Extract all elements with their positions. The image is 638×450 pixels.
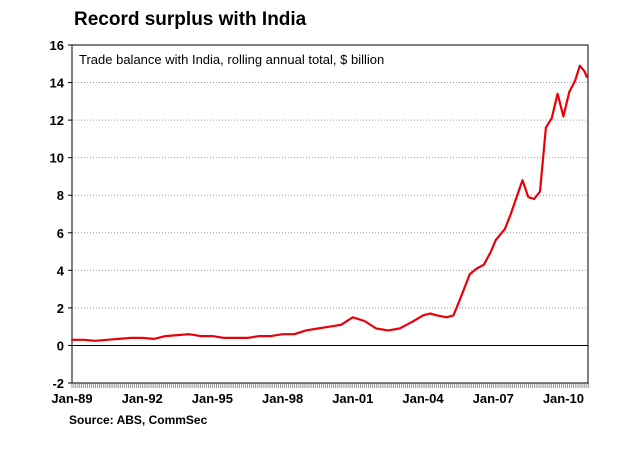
y-tick-label: 0	[57, 338, 64, 353]
x-tick-label: Jan-95	[192, 391, 233, 406]
x-tick-label: Jan-07	[473, 391, 514, 406]
y-tick-label: 6	[57, 226, 64, 241]
y-tick-label: 4	[57, 263, 65, 278]
y-tick-label: 8	[57, 188, 64, 203]
x-tick-label: Jan-89	[51, 391, 92, 406]
chart-title: Record surplus with India	[74, 9, 307, 30]
y-tick-label: 2	[57, 301, 64, 316]
x-tick-label: Jan-98	[262, 391, 303, 406]
x-tick-label: Jan-01	[332, 391, 373, 406]
x-tick-label: Jan-04	[402, 391, 444, 406]
y-tick-label: -2	[52, 376, 64, 391]
chart-source: Source: ABS, CommSec	[69, 413, 208, 427]
grid-lines	[72, 82, 588, 309]
x-tick-label: Jan-92	[122, 391, 163, 406]
y-tick-label: 14	[50, 76, 65, 91]
y-axis: -2 0 2 4 6 8 10 12 14 16	[50, 38, 72, 391]
x-minor-ticks	[71, 383, 590, 388]
y-tick-label: 12	[50, 113, 64, 128]
y-tick-label: 10	[50, 151, 64, 166]
series-line-trade-balance	[70, 64, 588, 342]
chart-subtitle: Trade balance with India, rolling annual…	[79, 52, 384, 67]
x-axis: Jan-89 Jan-92 Jan-95 Jan-98 Jan-01 Jan-04 Jan-…	[51, 383, 590, 406]
y-tick-label: 16	[50, 38, 64, 53]
plot-frame	[71, 44, 589, 384]
x-tick-label: Jan-10	[543, 391, 584, 406]
